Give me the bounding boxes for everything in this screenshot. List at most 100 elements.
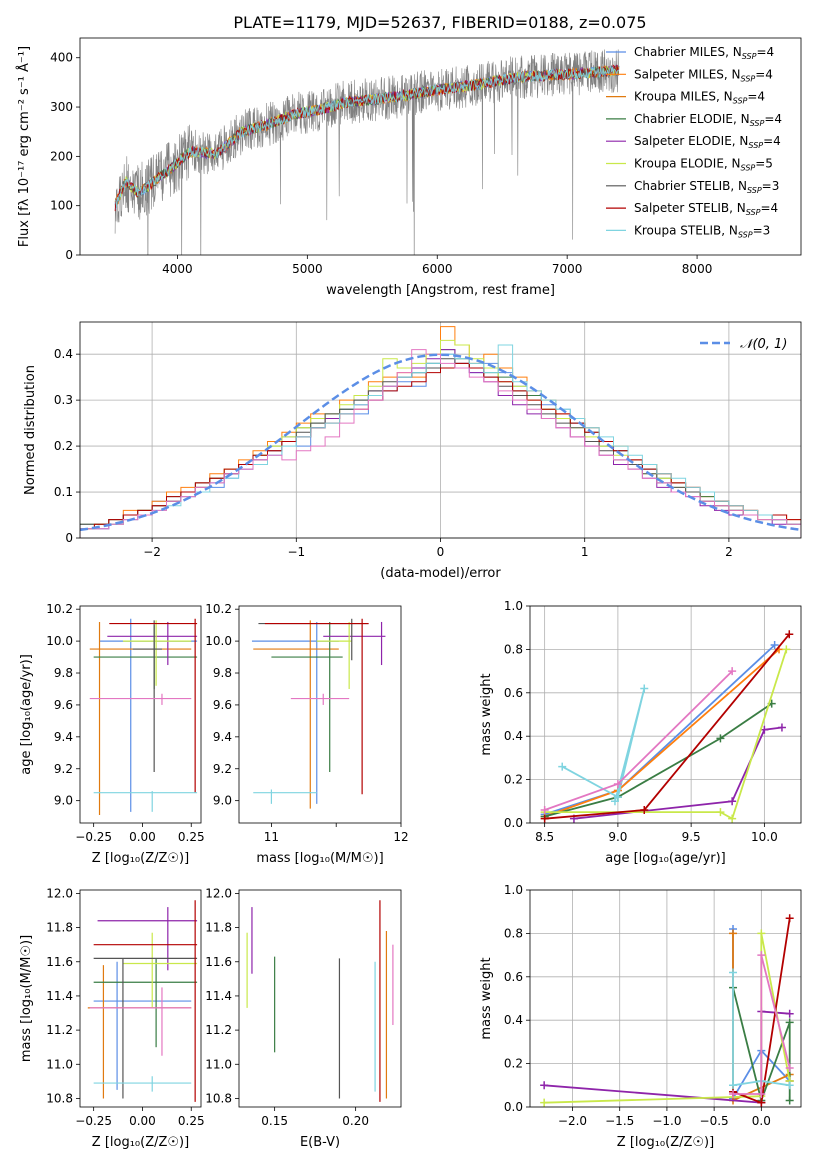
y-tick-label: 9.0 [54,794,73,808]
y-tick-label: 0 [65,248,73,262]
mass-weight-marker [785,1096,794,1105]
panel-5: −0.25 0.00 0.25 10.8 11.0 11.2 11.4 11.6 11.8 12.… [19,886,205,1150]
spectrum-data-line [114,49,620,255]
model-fit-line [114,65,619,208]
x-axis-label: Z [log₁₀(Z/Z☉)] [617,1135,714,1150]
mass-weight-marker [729,1081,738,1090]
x-tick-label: 11 [264,830,279,844]
figure-title: PLATE=1179, MJD=52637, FIBERID=0188, z=0… [233,13,646,32]
y-tick-label: 400 [50,51,73,65]
x-tick-label: 7000 [552,262,583,276]
mass-weight-marker [782,645,791,654]
error-point [264,618,369,795]
x-tick-label: −0.25 [75,1114,112,1128]
y-tick-label: 0.3 [54,393,73,407]
legend-subscript: SSP [750,119,765,128]
y-tick-label: 11.2 [205,1023,232,1037]
y-tick-label: 0.2 [504,773,523,787]
mass-weight-marker [785,1081,794,1090]
mass-weight-marker [785,630,794,639]
error-point [99,618,198,812]
error-point [89,621,192,816]
legend-subscript: SSP [748,141,763,150]
legend-label: Chabrier MILES, NSSP=4 [634,45,774,61]
legend-label: Chabrier STELIB, NSSP=3 [634,179,779,195]
x-tick-label: 0.0 [752,1114,771,1128]
y-tick-label: 10.2 [205,602,232,616]
legend-suffix: =3 [753,223,771,237]
legend-suffix: =4 [756,45,774,59]
mass-weight-marker [785,914,794,923]
mass-weight-marker [540,1098,549,1107]
axes-frame [79,889,202,1108]
x-tick-label: −0.5 [700,1114,729,1128]
plot-area [251,618,386,809]
legend-subscript: SSP [742,52,757,61]
x-axis-label: Z [log₁₀(Z/Z☉)] [92,851,189,866]
y-axis-label: Normed distribution [23,365,38,495]
x-tick-label: 0.25 [178,1114,205,1128]
error-point [97,907,198,971]
x-tick-label: 10.0 [751,830,778,844]
y-tick-label: 11.8 [205,921,232,935]
mass-weight-marker [729,929,738,938]
x-tick-label: 0.00 [129,1114,156,1128]
legend-subscript: SSP [741,74,756,83]
mass-weight-marker [757,929,766,938]
error-point [122,932,198,1008]
x-axis-label: wavelength [Angstrom, rest frame] [326,283,555,298]
legend-label: Kroupa MILES, NSSP=4 [634,90,765,106]
mass-weight-series [561,688,646,802]
mass-weight-series [544,633,790,820]
mass-weight-series [544,702,773,818]
legend-suffix: =3 [762,179,780,193]
y-tick-label: 12.0 [46,886,73,900]
legend-subscript: SSP [741,164,756,173]
y-tick-label: 9.4 [213,730,232,744]
panel-2: −0.25 0.00 0.25 9.0 9.2 9.4 9.6 9.8 10.0 10.2 Z [l… [19,602,205,866]
y-tick-label: 9.8 [213,666,232,680]
y-tick-label: 11.4 [46,989,73,1003]
mass-weight-marker [757,1098,766,1107]
legend-suffix: =4 [755,67,773,81]
x-tick-label: 0.15 [261,1114,288,1128]
legend-label: Salpeter ELODIE, NSSP=4 [634,134,781,150]
mass-weight-marker [640,805,649,814]
legend-subscript: SSP [738,230,753,239]
legend-suffix: =4 [763,134,781,148]
axes-frame [79,37,802,256]
mass-weight-series [544,649,788,821]
mass-weight-series [573,726,783,820]
y-tick-label: 11.6 [46,955,73,969]
x-tick-label: −1.5 [605,1114,634,1128]
y-tick-label: 9.8 [54,666,73,680]
x-axis-label: mass [log₁₀(M/M☉)] [256,851,383,866]
x-tick-label: 12 [393,830,408,844]
error-point [89,693,192,705]
y-tick-label: 10.8 [46,1091,73,1105]
legend-suffix: =4 [760,201,778,215]
x-tick-label: 9.0 [608,830,627,844]
legend-label: Salpeter STELIB, NSSP=4 [634,201,778,217]
y-tick-label: 300 [50,100,73,114]
panel-6: 0.15 0.20 10.8 11.0 11.2 11.4 11.6 11.8 12.0 E(B-… [205,886,402,1150]
y-tick-label: 0.0 [504,816,523,830]
mass-weight-marker [558,762,567,771]
mass-weight-marker [728,667,737,676]
x-axis-label: (data-model)/error [380,566,501,581]
y-axis-label: Flux [fλ 10⁻¹⁷ erg cm⁻² s⁻¹ Å⁻¹] [16,46,32,247]
error-point [253,789,317,804]
y-tick-label: 11.0 [46,1057,73,1071]
axes-frame [238,605,402,824]
plot-area [89,618,198,816]
y-tick-label: 0.6 [504,970,523,984]
mass-weight-marker [728,814,737,823]
error-point [93,957,198,1099]
error-point [93,625,198,689]
mass-weight-marker [728,797,737,806]
axes-frame [529,889,802,1108]
mass-weight-marker [757,951,766,960]
y-tick-label: 9.6 [54,698,73,712]
panel-0: 4000 5000 6000 7000 8000 0 100 200 300 400 wavelen… [16,37,802,298]
